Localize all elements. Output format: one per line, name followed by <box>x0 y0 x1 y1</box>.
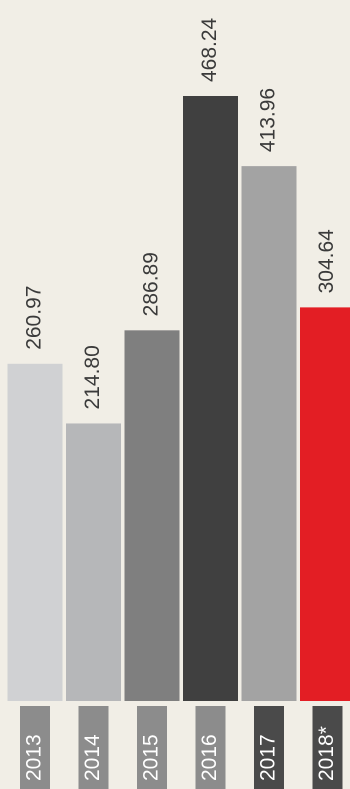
value-label-2016: 468.24 <box>198 17 221 82</box>
year-tag-2017 <box>254 706 284 789</box>
category-label-2013: 2013 <box>23 734 46 781</box>
bar-2013 <box>7 363 63 701</box>
value-labels-layer: 260.97 214.80 286.89 468.24 413.96 304.64 <box>23 17 339 409</box>
category-label-2016: 2016 <box>198 734 221 781</box>
value-label-2013: 260.97 <box>23 286 46 350</box>
value-label-2017: 413.96 <box>257 88 280 152</box>
category-label-2015: 2015 <box>140 734 163 781</box>
value-label-2014: 214.80 <box>81 345 104 409</box>
bar-2016 <box>183 96 238 701</box>
year-tags-layer: 2013 2014 2015 2016 2017 2018* <box>20 706 343 789</box>
year-tag-2014 <box>78 706 109 789</box>
bar-2017 <box>241 166 297 701</box>
value-label-2015: 286.89 <box>140 252 163 316</box>
category-label-2018-star: 2018* <box>315 726 338 781</box>
bar-2018-star <box>300 307 350 701</box>
value-label-2018-star: 304.64 <box>315 229 338 294</box>
bar-2015 <box>124 330 180 701</box>
year-tag-2018-star <box>312 706 343 789</box>
bars-layer <box>7 96 350 701</box>
year-tag-2013 <box>20 706 50 789</box>
category-label-2014: 2014 <box>81 734 104 781</box>
year-tag-2015 <box>137 706 167 789</box>
bar-2014 <box>66 423 121 701</box>
year-tag-2016 <box>195 706 226 789</box>
category-label-2017: 2017 <box>257 734 280 781</box>
